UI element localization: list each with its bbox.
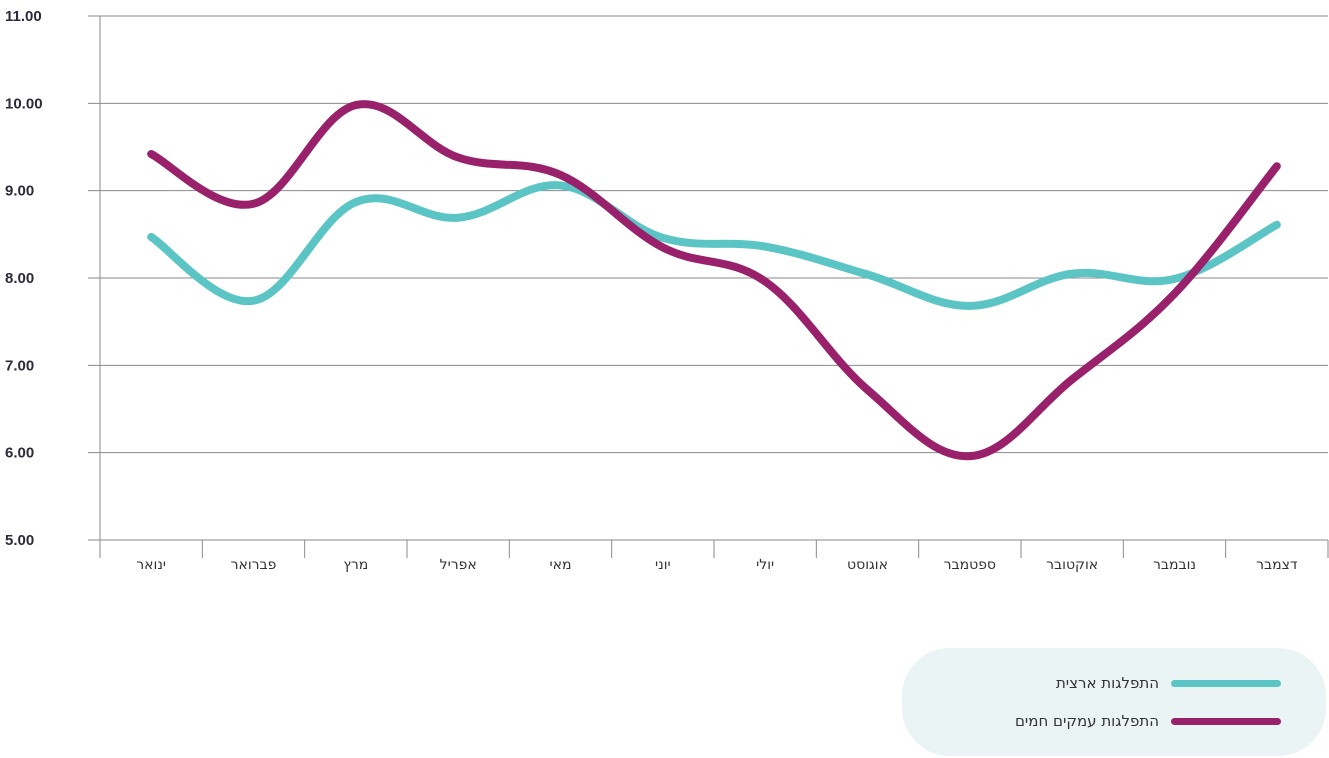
x-tick-label: פברואר [231, 557, 277, 573]
legend-label-national: התפלגות ארצית [1055, 674, 1159, 692]
x-tick-label: אפריל [440, 557, 477, 573]
y-tick-label: 9.00 [5, 183, 34, 200]
grid-lines [88, 15, 1328, 541]
y-axis: 5.00 6.00 7.00 8.00 9.00 10.00 11.00 [5, 8, 101, 549]
legend-item-hot-valleys: התפלגות עמקים חמים [1015, 712, 1281, 730]
line-chart: 5.00 6.00 7.00 8.00 9.00 10.00 11.00 ינואר פברו… [5, 8, 1329, 573]
y-tick-label: 10.00 [5, 95, 43, 112]
x-tick-label: יוני [655, 557, 671, 573]
series-line-hot-valleys [147, 100, 1281, 461]
y-tick-label: 7.00 [5, 357, 34, 374]
x-tick-label: דצמבר [1256, 557, 1298, 573]
x-axis: ינואר פברואר מרץ אפריל מאי יוני יולי אוגוסט ספטמ… [99, 540, 1329, 573]
x-tick-label: ספטמבר [944, 557, 996, 573]
x-tick-label: מאי [550, 557, 572, 573]
x-tick-label: יולי [756, 557, 774, 573]
x-tick-label: נובמבר [1153, 557, 1196, 573]
legend-swatch-hot-valleys [1171, 717, 1281, 725]
x-tick-label: מרץ [343, 557, 368, 573]
legend: התפלגות ארצית התפלגות עמקים חמים [902, 648, 1326, 756]
y-tick-label: 5.00 [5, 532, 34, 549]
y-tick-label: 8.00 [5, 270, 34, 287]
legend-label-hot-valleys: התפלגות עמקים חמים [1014, 712, 1159, 730]
legend-swatch-national [1171, 679, 1281, 687]
y-tick-label: 11.00 [5, 8, 42, 25]
x-tick-label: אוקטובר [1046, 557, 1098, 573]
series-line-national [147, 181, 1281, 310]
legend-item-national: התפלגות ארצית [1056, 674, 1281, 692]
x-tick-label: אוגוסט [847, 557, 888, 573]
series-lines [147, 100, 1281, 461]
x-tick-label: ינואר [136, 557, 166, 573]
y-tick-label: 6.00 [5, 445, 34, 462]
